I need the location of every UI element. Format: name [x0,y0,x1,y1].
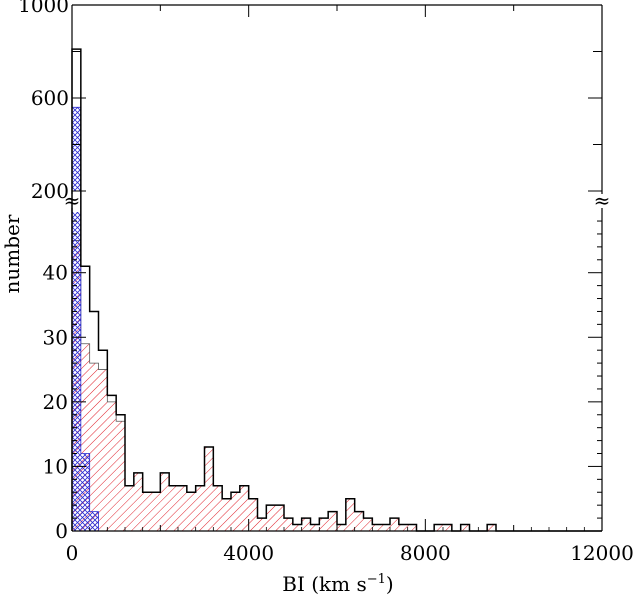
red-series-bar-35 [381,524,390,531]
red-series-bar-15 [204,447,214,531]
red-series-bar-6 [125,485,134,531]
x-axis-label: BI (km s−1) [282,572,393,596]
red-series-bar-1 [80,343,90,531]
blue-series-bar-1 [80,453,90,531]
x-axis-label-superscript: −1 [367,572,386,587]
blue-series-outline [71,106,602,532]
red-series-bar-47 [487,524,496,531]
red-series-bar-12 [178,485,187,531]
red-series-bar-3 [98,369,108,531]
red-series-bar-8 [142,492,152,531]
red-series-bar-19 [239,485,249,531]
axis-break-left: ≈ [64,189,81,213]
bars-layer [71,48,602,532]
red-series-bar-29 [328,511,337,531]
red-series-bar-11 [169,485,178,531]
x-axis-label-suffix: ) [386,572,394,596]
red-series-bar-10 [160,472,170,531]
red-series-bar-32 [354,511,364,531]
red-series-bar-22 [266,505,276,531]
red-series-bar-25 [292,524,302,531]
red-series-bar-24 [284,518,293,531]
red-series-bar-44 [460,524,470,531]
red-series-bar-41 [434,524,443,531]
red-series-bar-36 [390,518,399,531]
red-series-bar-23 [275,505,284,531]
total-series-outline [71,48,602,532]
red-series-bar-5 [116,421,125,531]
red-series-bar-14 [195,485,205,531]
red-series-bar-13 [186,492,196,531]
red-series-bar-20 [248,498,258,531]
y-lower-tick-label-10: 10 [43,454,68,478]
y-upper-tick-label-1000: 1000 [18,0,69,17]
y-lower-tick-label-30: 30 [43,325,68,349]
tick-layer [71,4,603,532]
red-series-bar-31 [345,498,355,531]
red-series-bar-9 [151,492,161,531]
red-series-bar-2 [89,363,99,531]
y-lower-tick-label-40: 40 [43,261,68,285]
y-axis-label: number [0,214,24,293]
red-series-bar-34 [372,524,382,531]
x-tick-label-8000: 8000 [400,541,451,565]
red-series-bar-17 [222,498,231,531]
blue-series-bar-0-lower [72,212,81,531]
red-series-bar-38 [407,524,417,531]
axis-break-right: ≈ [594,189,611,213]
red-series-bar-30 [337,524,346,531]
red-series-outline [71,240,602,532]
red-series-bar-16 [213,485,223,531]
red-series-bar-27 [310,524,320,531]
y-upper-tick-label-200: 200 [31,179,69,203]
axes-layer: ≈ ≈ [64,4,611,532]
y-upper-tick-label-600: 600 [31,86,69,110]
red-series-bar-37 [398,524,408,531]
x-tick-label-12000: 12000 [570,541,634,565]
red-series-bar-42 [443,524,452,531]
red-series-bar-18 [231,492,240,531]
x-tick-label-0: 0 [66,541,79,565]
tick-label-layer: 0 4000 8000 12000 200 600 1000 0 10 20 30 40 [18,0,634,565]
x-axis-label-main: BI (km s [282,572,366,596]
red-series-bar-4 [107,401,117,531]
blue-series-bar-2 [89,511,99,531]
red-series-bar-26 [301,518,311,531]
red-series-bar-33 [363,518,373,531]
red-series-bar-7 [133,472,143,531]
red-series-bar-28 [319,518,329,531]
blue-series-bar-0-upper [72,107,81,191]
y-lower-tick-label-20: 20 [43,390,68,414]
red-series-bar-21 [257,518,267,531]
x-tick-label-4000: 4000 [223,541,274,565]
y-lower-tick-label-0: 0 [55,519,68,543]
